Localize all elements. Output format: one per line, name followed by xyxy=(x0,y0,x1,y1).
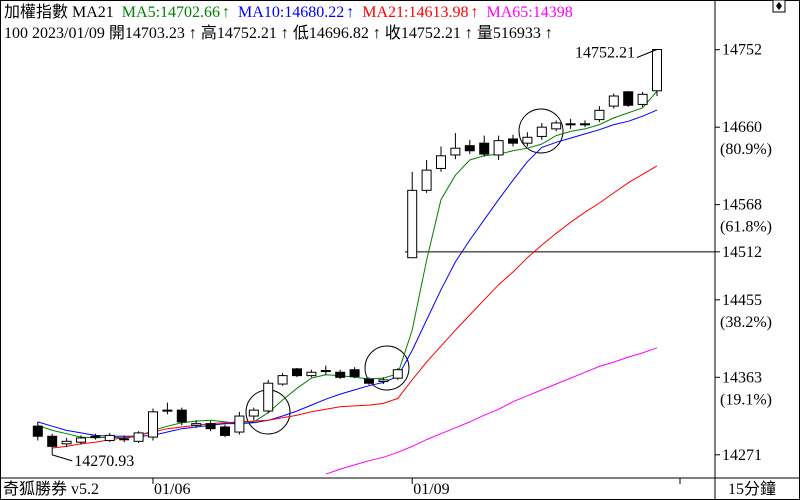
candle-body xyxy=(320,370,331,373)
candle-body xyxy=(119,438,130,441)
fib-label: (38.2%) xyxy=(720,314,772,331)
header: 加權指數 MA21 MA5:14702.66 ↑ MA10:14680.22 ↑ MA21… xyxy=(4,3,573,42)
candle-body xyxy=(450,147,461,156)
candle-body xyxy=(191,423,202,426)
legend-arrow: ↑ xyxy=(222,4,230,21)
candle-body xyxy=(76,437,86,443)
y-tick-label: 14752 xyxy=(722,42,762,59)
candle-body xyxy=(277,375,288,385)
candle-body xyxy=(421,169,432,191)
candle-body xyxy=(536,126,547,137)
annotation-leader xyxy=(52,454,73,462)
candle-body xyxy=(90,435,101,438)
candle-body xyxy=(551,122,562,130)
candle-body xyxy=(652,49,662,92)
header-line: 加權指數 MA21 MA5:14702.66 ↑ MA10:14680.22 ↑ MA21… xyxy=(4,3,573,21)
x-tick-label: 01/06 xyxy=(154,481,190,498)
candle-body xyxy=(162,409,173,412)
title: 加權指數 MA21 xyxy=(4,3,114,21)
legend-entry: MA65:14398 xyxy=(487,4,573,21)
legend-entry: MA21:14613.98 xyxy=(362,4,468,21)
candle-body xyxy=(292,368,302,377)
candle-body xyxy=(608,95,619,107)
candle-body xyxy=(47,435,58,447)
candle-body xyxy=(349,369,360,377)
candle-body xyxy=(522,136,533,144)
legend-arrow: ↑ xyxy=(346,4,354,21)
info-line: 100 2023/01/09 開14703.23 ↑ 高14752.21 ↑ 低… xyxy=(4,24,553,42)
candle-body xyxy=(104,434,115,441)
footer-text: 奇狐勝券 v5.2 xyxy=(3,480,99,498)
legend-entry: MA10:14680.22 xyxy=(238,4,344,21)
candle-body xyxy=(637,93,648,105)
candle-body xyxy=(234,415,245,433)
highlight-circle xyxy=(364,345,410,391)
annotation-leader xyxy=(636,49,658,58)
interval: 15分鐘 xyxy=(728,480,776,498)
candle-body xyxy=(580,123,590,126)
candle-body xyxy=(205,423,216,430)
candle-body xyxy=(306,371,317,377)
candle-body xyxy=(464,145,475,152)
candle-body xyxy=(32,425,43,437)
candle-body xyxy=(378,379,389,383)
legend-arrow: ↑ xyxy=(471,4,479,21)
fib-label: (61.8%) xyxy=(720,219,772,236)
highlight-circle xyxy=(518,108,564,154)
candle-body xyxy=(335,371,346,378)
candle-body xyxy=(407,189,418,259)
fib-label: (19.1%) xyxy=(720,391,772,408)
candle-body xyxy=(248,409,259,417)
candle-body xyxy=(133,432,144,442)
candle-body xyxy=(493,140,504,156)
candle-body xyxy=(220,426,230,436)
y-tick-label: 14271 xyxy=(722,447,762,464)
candle-body xyxy=(479,142,490,155)
fib-label: (80.9%) xyxy=(720,141,772,158)
plot-area: 14752.21 14270.93 xyxy=(32,45,715,475)
y-tick-label: 14455 xyxy=(722,292,762,309)
low-annotation: 14270.93 xyxy=(74,453,134,470)
high-annotation: 14752.21 xyxy=(575,45,635,62)
candle-body xyxy=(594,109,605,121)
candle-body xyxy=(364,378,374,384)
ma-line xyxy=(325,347,658,475)
candle-body xyxy=(508,138,518,144)
scroll-icon xyxy=(776,2,782,10)
candle-body xyxy=(61,440,72,445)
x-tick-label: 01/09 xyxy=(413,481,449,498)
y-tick-label: 14660 xyxy=(722,119,762,136)
candle-body xyxy=(565,123,576,126)
legend-entry: MA5:14702.66 xyxy=(122,4,220,21)
candle-body xyxy=(176,409,187,423)
candle-body xyxy=(436,155,446,169)
y-tick-label: 14568 xyxy=(722,197,762,214)
candle-body xyxy=(148,411,158,438)
candle-body xyxy=(623,91,634,106)
y-tick-label: 14512 xyxy=(722,244,762,261)
candle-body xyxy=(392,369,403,379)
candle-body xyxy=(263,382,274,412)
y-tick-label: 14363 xyxy=(722,369,762,386)
